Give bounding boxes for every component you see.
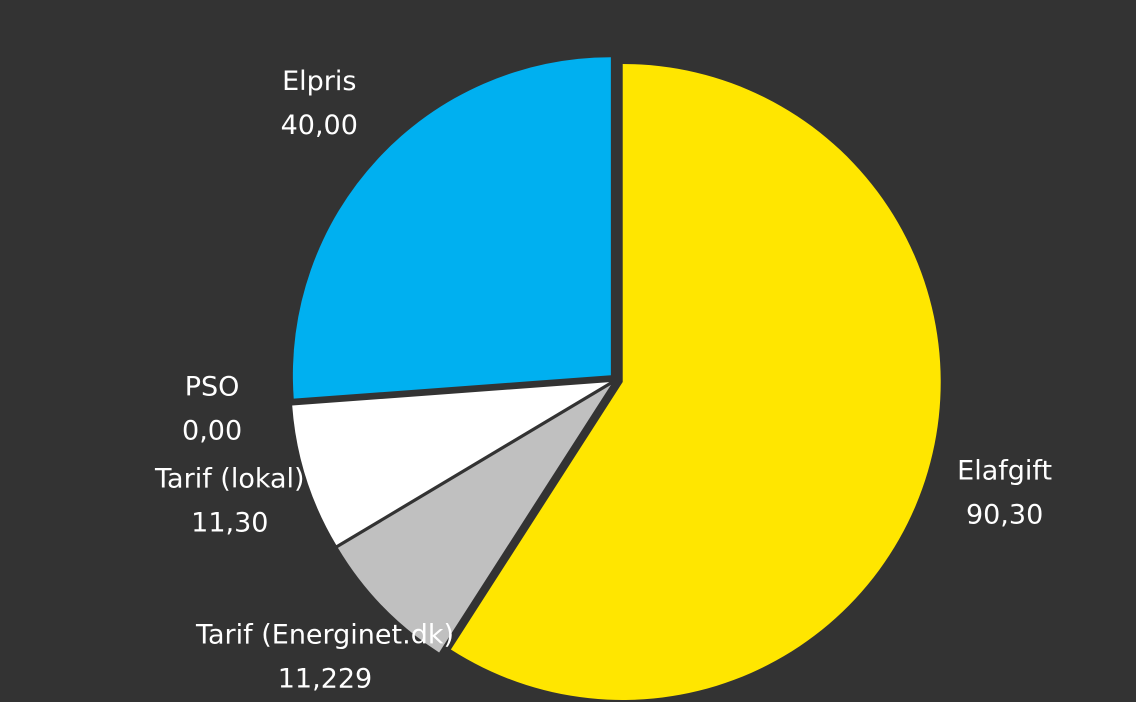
slice-label: Elafgift xyxy=(957,456,1052,487)
slice-label: Tarif (Energinet.dk) xyxy=(195,620,454,651)
slice-value: 40,00 xyxy=(281,110,358,141)
pie-slice xyxy=(292,57,611,399)
slice-value: 90,30 xyxy=(966,500,1043,531)
pie-slice xyxy=(450,63,941,700)
pie-slice xyxy=(337,384,611,653)
pie-slice xyxy=(292,382,610,546)
slice-value: 11,30 xyxy=(191,508,268,539)
slice-label: Elpris xyxy=(282,66,356,97)
slice-value: 11,229 xyxy=(278,664,372,695)
slice-value: 0,00 xyxy=(182,415,242,446)
slice-label: PSO xyxy=(185,371,240,402)
slice-label: Tarif (lokal) xyxy=(154,464,305,495)
